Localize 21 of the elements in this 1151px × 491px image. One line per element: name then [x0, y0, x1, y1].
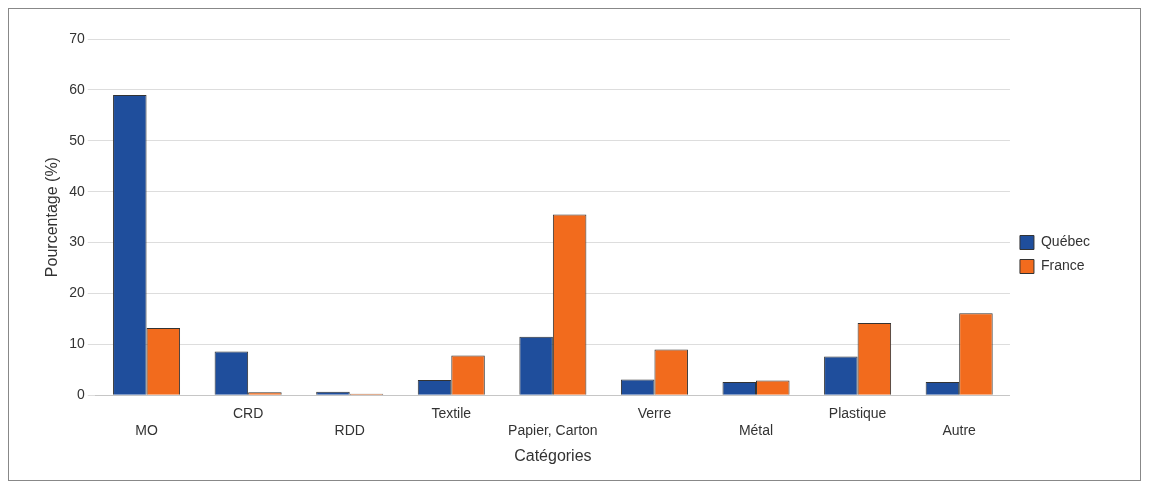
y-tick-label: 30 [69, 233, 85, 250]
x-tick-label: Verre [637, 405, 672, 422]
y-tick-label: 40 [69, 182, 85, 199]
y-axis-title: Pourcentage (%) [43, 157, 61, 278]
x-tick-label: Métal [738, 422, 774, 439]
x-tick-label: Papier, Carton [508, 422, 598, 439]
y-tick-label: 20 [69, 284, 85, 301]
y-tick-label: 0 [76, 386, 85, 403]
x-tick-label: MO [135, 422, 158, 439]
y-tick-label: 10 [69, 335, 85, 352]
x-tick-label: Textile [431, 405, 472, 422]
legend-label: Québec [1040, 233, 1091, 250]
y-tick-label: 60 [69, 80, 85, 97]
y-tick-label: 70 [69, 29, 85, 46]
x-tick-label: Autre [942, 422, 977, 439]
x-tick-label: RDD [334, 422, 365, 439]
x-axis-title: Catégories [514, 446, 592, 464]
x-tick-label: Plastique [828, 405, 887, 422]
legend-label: France [1040, 257, 1085, 274]
y-tick-label: 50 [69, 131, 85, 148]
x-tick-label: CRD [232, 405, 264, 422]
